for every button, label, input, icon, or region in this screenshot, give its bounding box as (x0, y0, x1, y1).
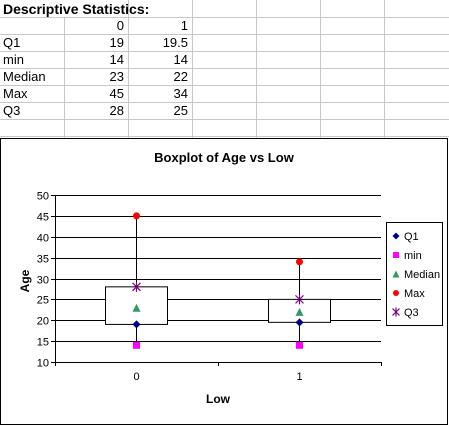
row-label-median: Median (3, 69, 46, 84)
y-tick-label: 30 (37, 275, 49, 287)
point-min-0 (133, 341, 140, 349)
row-label-q1: Q1 (3, 35, 21, 50)
y-tick-label: 25 (37, 295, 49, 307)
cell-median-0: 23 (109, 69, 124, 84)
y-tick-label: 50 (37, 191, 49, 203)
point-min-1 (296, 341, 303, 349)
point-max-0 (133, 212, 140, 220)
y-tick-label: 10 (37, 358, 49, 370)
legend-marker-min (393, 252, 399, 258)
y-tick-label: 45 (37, 212, 49, 224)
boxplot-chart[interactable]: Boxplot of Age vs Low 101520253035404550… (0, 138, 449, 426)
point-q1-0 (132, 320, 141, 329)
point-median-1 (295, 307, 304, 316)
y-tick-label: 40 (37, 233, 49, 245)
y-tick-label: 20 (37, 316, 49, 328)
legend-label-q1: Q1 (404, 231, 419, 243)
x-tick-label: 1 (296, 371, 302, 383)
point-q3-1 (295, 294, 304, 305)
y-axis-title: Age (18, 269, 32, 292)
cell-min-0: 14 (109, 52, 124, 67)
legend-label-min: min (404, 250, 422, 262)
row-label-max: Max (3, 86, 28, 101)
col-header-1: 1 (180, 18, 188, 33)
cell-min-1: 14 (173, 52, 188, 67)
col-header-0: 0 (116, 18, 124, 33)
cell-median-1: 22 (173, 69, 188, 84)
x-axis-title: Low (206, 392, 231, 406)
chart-title: Boxplot of Age vs Low (154, 150, 295, 165)
legend-marker-q3 (392, 307, 400, 317)
legend-marker-median (392, 270, 400, 278)
cell-q1-1: 19.5 (162, 35, 188, 50)
legend-label-median: Median (404, 269, 440, 281)
row-label-min: min (3, 52, 24, 67)
y-tick-label: 35 (37, 254, 49, 266)
legend-marker-max (393, 290, 399, 296)
y-tick-label: 15 (37, 337, 49, 349)
point-q3-0 (132, 281, 141, 292)
cell-q1-0: 19 (109, 35, 124, 50)
cell-q3-0: 28 (109, 103, 124, 118)
legend: Q1 min Median Max Q3 (386, 222, 443, 326)
legend-label-q3: Q3 (404, 307, 419, 319)
legend-marker-q1 (392, 232, 400, 240)
cell-max-1: 34 (173, 86, 188, 101)
point-max-1 (296, 258, 303, 266)
chart-area-border (0, 138, 448, 425)
stats-title: Descriptive Statistics: (3, 1, 150, 17)
row-label-q3: Q3 (3, 103, 21, 118)
cell-max-0: 45 (109, 86, 124, 101)
legend-label-max: Max (404, 288, 425, 300)
point-q1-1 (295, 318, 304, 327)
plot-area: 10 15 20 25 30 35 40 45 50 0 1 (37, 191, 382, 383)
point-median-0 (132, 303, 141, 312)
x-tick-label: 0 (133, 371, 139, 383)
cell-q3-1: 25 (173, 103, 188, 118)
